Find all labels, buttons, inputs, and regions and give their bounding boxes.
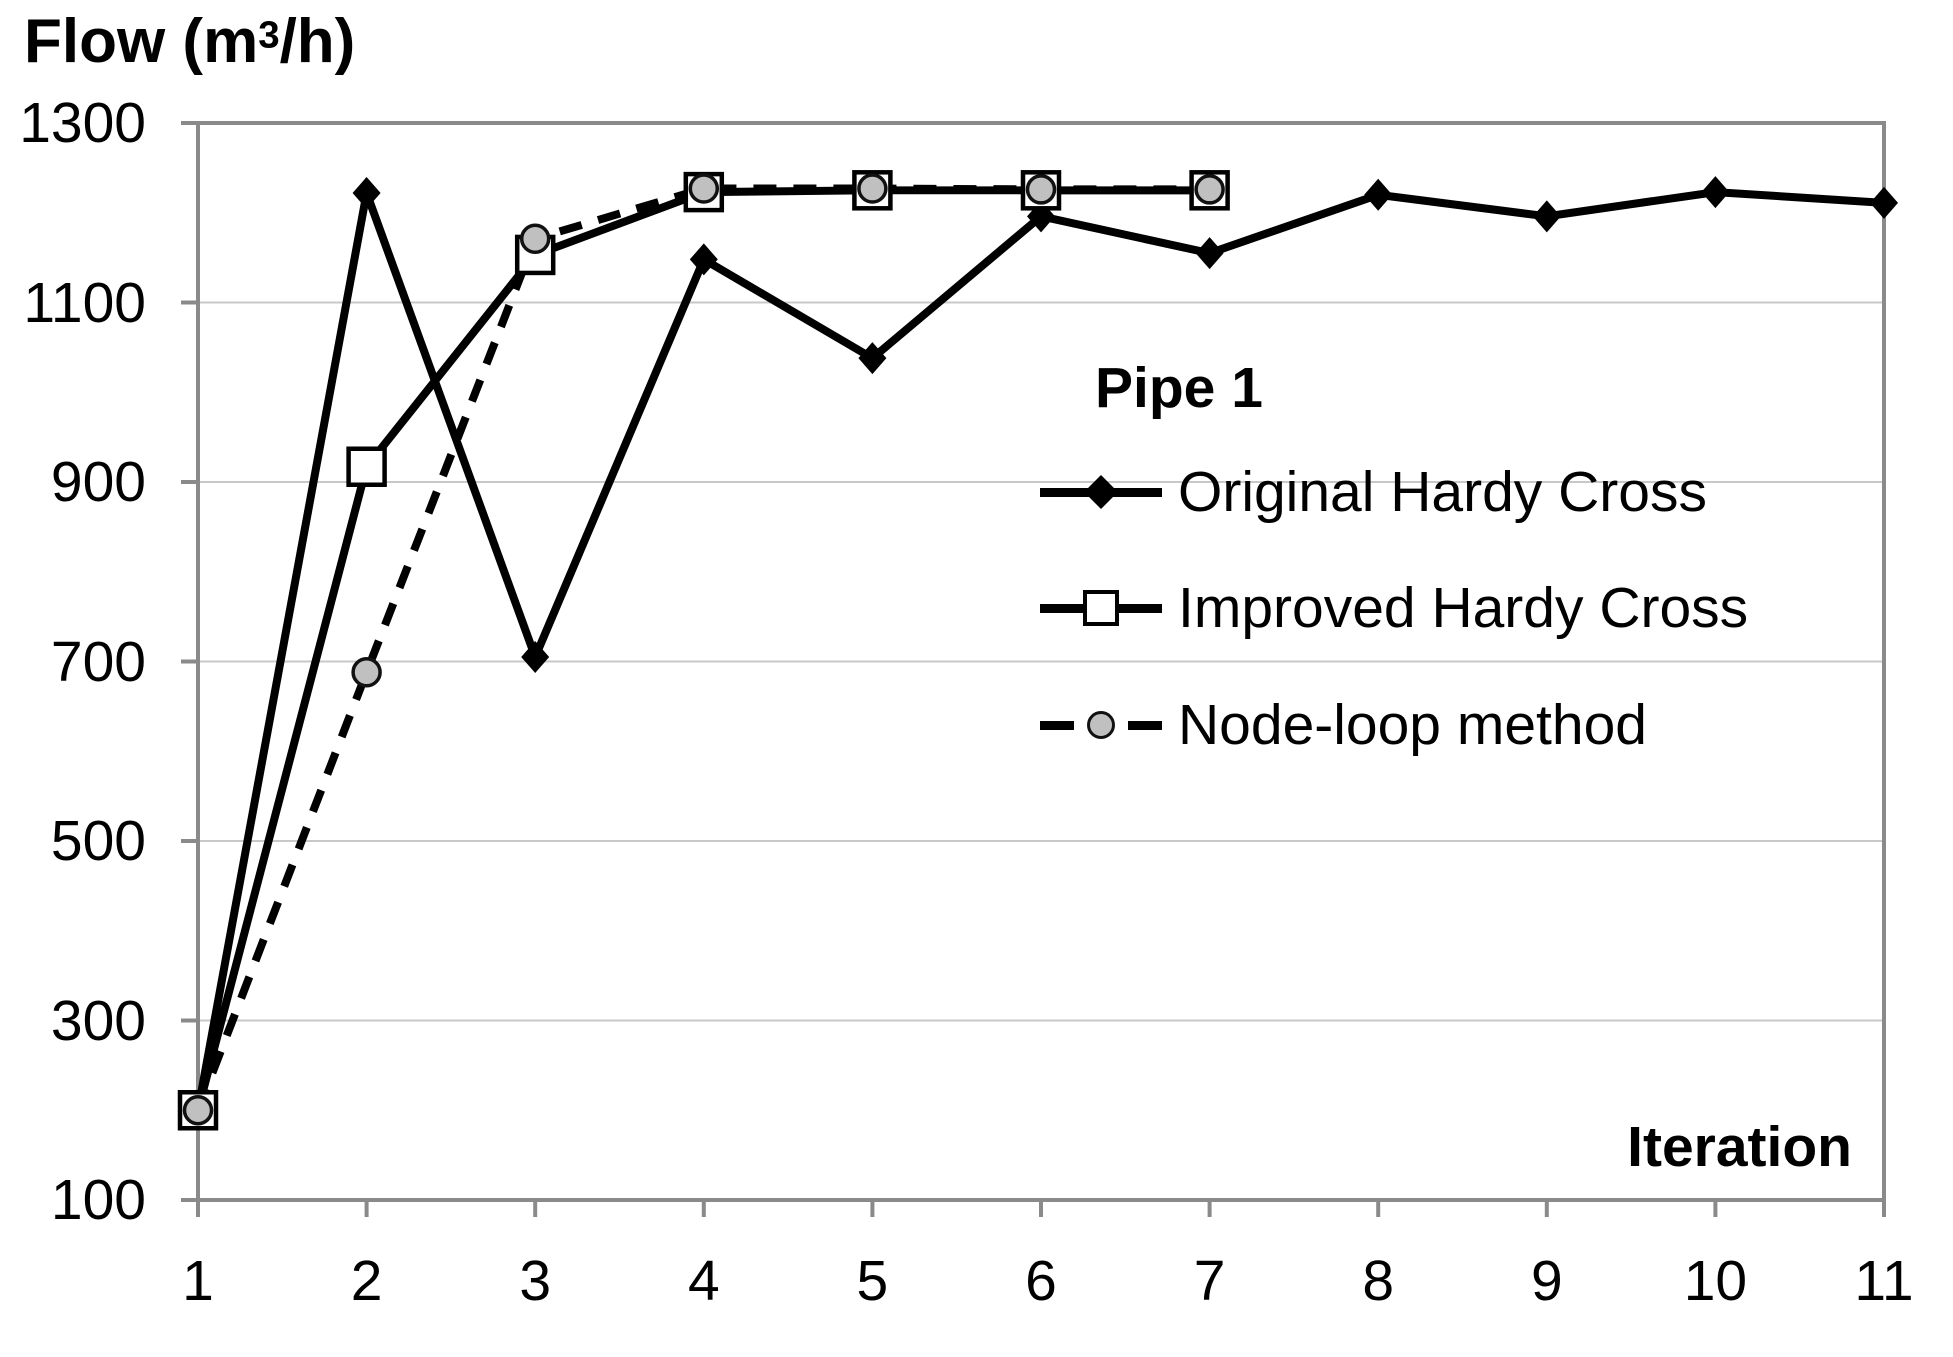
- legend-label: Original Hardy Cross: [1178, 460, 1707, 524]
- y-tick-label: 300: [50, 988, 146, 1053]
- marker-diamond: [1870, 186, 1898, 219]
- marker-circle: [1194, 174, 1225, 205]
- x-tick-label: 10: [1683, 1249, 1748, 1313]
- y-axis-title-text: Flow (m: [24, 7, 259, 76]
- legend-item-node-loop-method: Node-loop method: [1040, 693, 1647, 757]
- marker-diamond: [1364, 178, 1393, 211]
- y-axis-title-superscript: 3: [258, 13, 280, 57]
- square-icon: [1083, 590, 1119, 626]
- marker-circle: [182, 1095, 214, 1126]
- marker-diamond: [352, 177, 381, 210]
- marker-circle: [1025, 174, 1057, 205]
- x-tick-label: 7: [1193, 1249, 1226, 1313]
- marker-diamond: [1195, 237, 1224, 270]
- x-tick-label: 11: [1854, 1249, 1914, 1313]
- y-axis-title: Flow (m3/h): [24, 6, 355, 77]
- legend-title: Pipe 1: [1095, 356, 1263, 420]
- legend-item-original-hardy-cross: Original Hardy Cross: [1040, 460, 1707, 524]
- marker-circle: [351, 657, 382, 688]
- y-tick-label: 1100: [23, 270, 146, 335]
- legend-label: Improved Hardy Cross: [1178, 576, 1749, 640]
- y-tick-label: 100: [50, 1168, 146, 1232]
- marker-diamond: [521, 641, 550, 674]
- legend-item-improved-hardy-cross: Improved Hardy Cross: [1040, 576, 1748, 640]
- marker-diamond: [858, 342, 887, 375]
- y-axis-title-unit: /h): [279, 7, 356, 76]
- x-tick-label: 4: [687, 1249, 720, 1313]
- x-tick-label: 1: [182, 1249, 214, 1313]
- marker-circle: [519, 223, 551, 255]
- y-tick-label: 500: [50, 809, 146, 873]
- square-line-marker-icon: [1040, 588, 1162, 628]
- legend-label: Node-loop method: [1178, 693, 1647, 757]
- x-tick-label: 6: [1025, 1249, 1057, 1313]
- x-tick-label: 5: [856, 1249, 889, 1313]
- marker-circle: [857, 173, 888, 204]
- x-axis-title: Iteration: [1627, 1115, 1852, 1179]
- marker-square: [346, 446, 387, 487]
- circle-icon: [1087, 711, 1115, 739]
- x-tick-label: 9: [1530, 1249, 1563, 1313]
- marker-circle: [688, 173, 720, 204]
- dash-icon: [1128, 720, 1162, 730]
- x-tick-label: 3: [519, 1249, 552, 1313]
- y-tick-label: 1300: [19, 91, 146, 155]
- marker-diamond: [1532, 200, 1561, 233]
- diamond-line-marker-icon: [1040, 472, 1162, 512]
- circle-dash-marker-icon: [1040, 705, 1162, 745]
- diamond-icon: [1084, 475, 1118, 509]
- x-tick-label: 8: [1362, 1249, 1395, 1313]
- dash-icon: [1040, 720, 1074, 730]
- marker-diamond: [689, 243, 718, 276]
- y-tick-label: 700: [50, 629, 146, 694]
- x-tick-label: 2: [350, 1249, 383, 1313]
- legend: Pipe 1 Original Hardy Cross Improved Har…: [1040, 358, 1900, 778]
- y-tick-label: 900: [50, 450, 146, 514]
- marker-diamond: [1701, 176, 1730, 209]
